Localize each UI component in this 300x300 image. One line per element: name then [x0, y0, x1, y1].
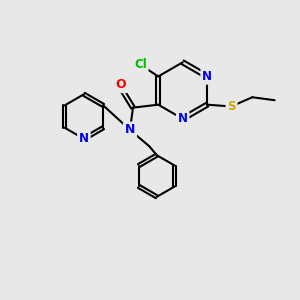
Text: O: O: [116, 78, 126, 91]
Text: N: N: [178, 112, 188, 125]
Text: N: N: [202, 70, 212, 83]
Text: N: N: [79, 132, 89, 146]
Text: N: N: [125, 123, 135, 136]
Text: Cl: Cl: [134, 58, 147, 71]
Text: S: S: [227, 100, 236, 113]
